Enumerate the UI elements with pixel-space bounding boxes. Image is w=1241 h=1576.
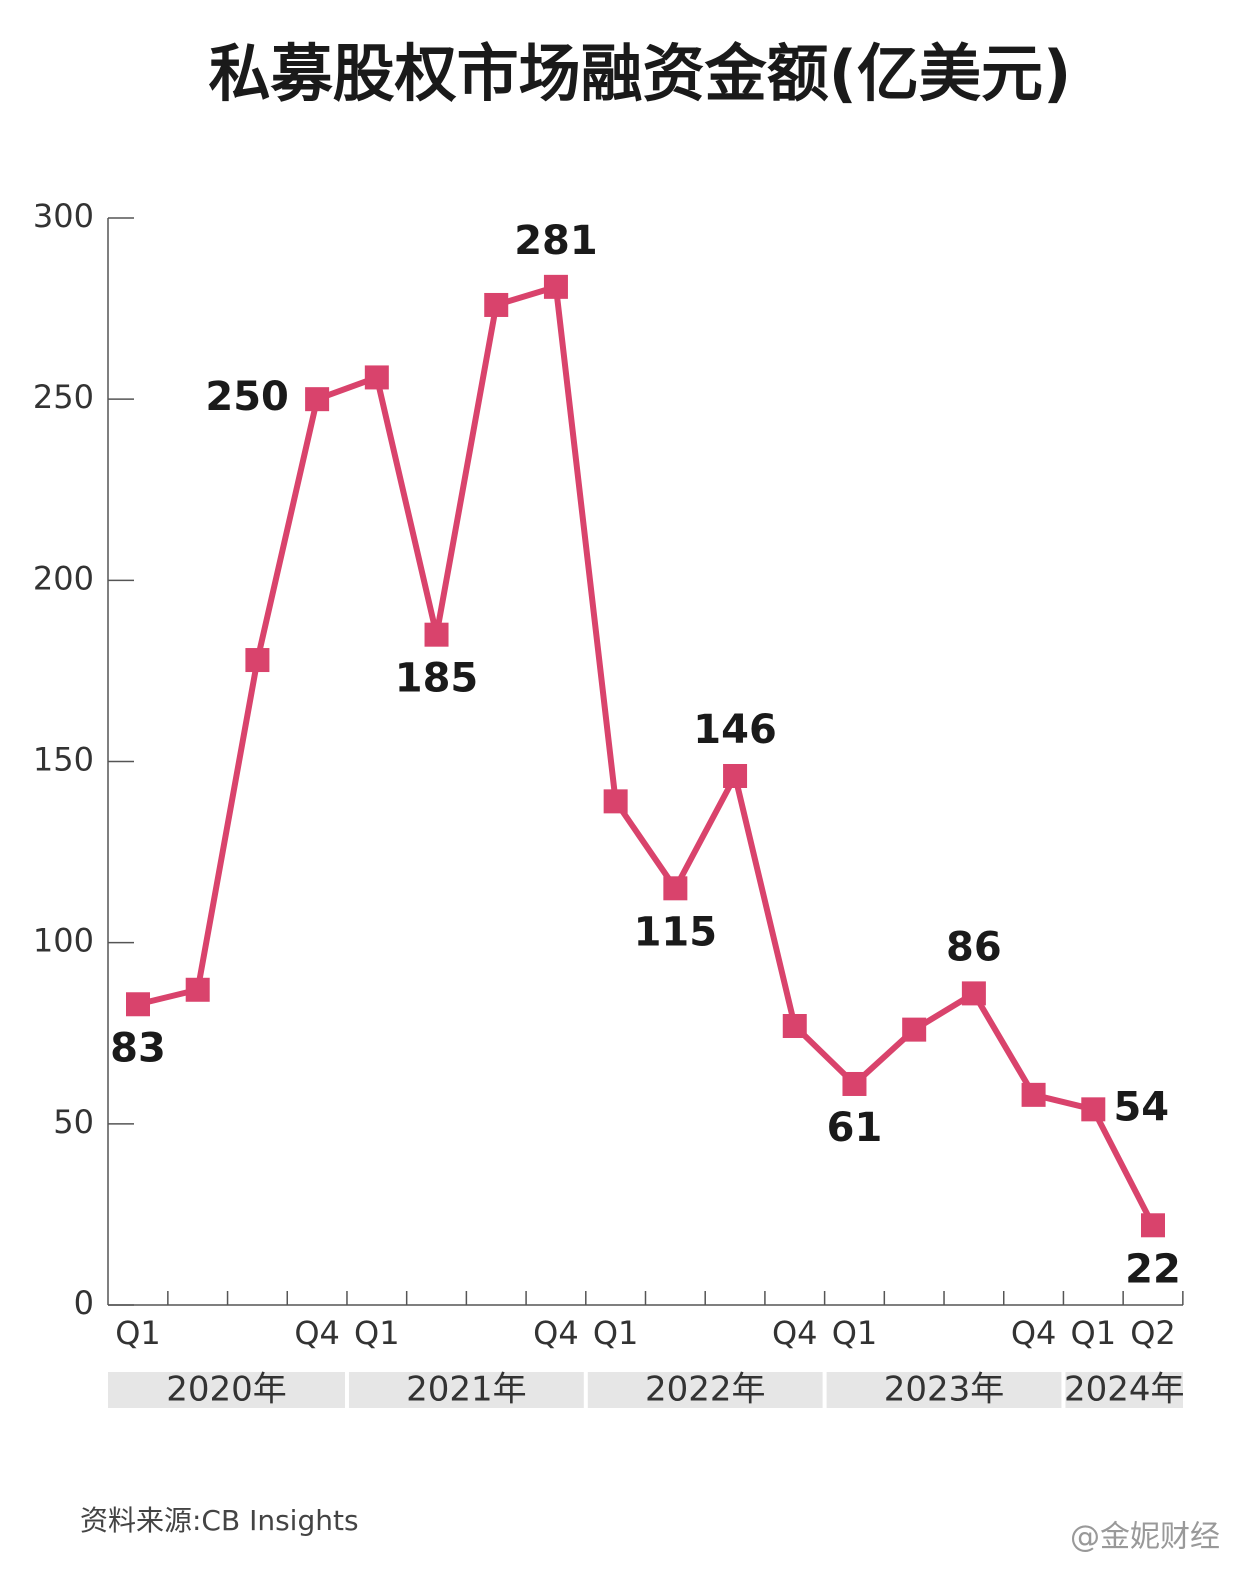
data-point xyxy=(782,1014,807,1039)
x-tick-label: Q1 xyxy=(593,1314,639,1352)
x-tick-label: Q4 xyxy=(1011,1314,1057,1352)
data-label: 185 xyxy=(395,656,479,702)
y-tick-label: 250 xyxy=(33,378,94,416)
y-tick-label: 0 xyxy=(74,1284,94,1322)
data-label: 54 xyxy=(1113,1084,1169,1130)
year-band xyxy=(1065,1372,1183,1408)
data-point xyxy=(1081,1097,1106,1122)
data-point xyxy=(364,365,389,390)
data-label: 86 xyxy=(946,924,1002,970)
y-tick-label: 300 xyxy=(33,197,94,235)
y-tick-label: 200 xyxy=(33,559,94,597)
x-tick-label: Q4 xyxy=(533,1314,579,1352)
year-label: 2024年 xyxy=(1064,1370,1185,1410)
year-band xyxy=(587,1372,823,1408)
x-tick-label: Q4 xyxy=(772,1314,818,1352)
data-point xyxy=(245,648,270,673)
data-point xyxy=(603,789,628,814)
x-tick-label: Q1 xyxy=(832,1314,878,1352)
data-point xyxy=(723,763,748,788)
year-band xyxy=(826,1372,1062,1408)
data-point xyxy=(185,977,210,1002)
data-point xyxy=(484,292,509,317)
data-point xyxy=(543,274,568,299)
data-label: 61 xyxy=(827,1105,883,1151)
data-point xyxy=(126,992,150,1017)
year-label: 2021年 xyxy=(406,1370,527,1410)
data-point xyxy=(424,622,449,647)
y-tick-label: 150 xyxy=(33,741,94,779)
data-point xyxy=(1021,1082,1046,1107)
data-label: 83 xyxy=(110,1025,166,1071)
x-tick-label: Q1 xyxy=(1071,1314,1117,1352)
x-tick-label: Q1 xyxy=(354,1314,400,1352)
source-note: 资料来源:CB Insights xyxy=(80,1504,359,1537)
watermark: @金妮财经 xyxy=(1070,1520,1220,1555)
data-point xyxy=(842,1071,867,1096)
x-tick-label: Q1 xyxy=(115,1314,161,1352)
data-label: 250 xyxy=(205,374,289,420)
data-label: 22 xyxy=(1125,1246,1181,1292)
data-point xyxy=(961,981,986,1006)
year-label: 2023年 xyxy=(884,1370,1005,1410)
data-line xyxy=(137,283,1156,1227)
y-tick-label: 100 xyxy=(33,922,94,960)
data-point xyxy=(663,876,688,901)
data-label: 146 xyxy=(693,707,777,753)
chart-title: 私募股权市场融资金额(亿美元) xyxy=(209,37,1072,110)
y-tick-label: 50 xyxy=(53,1103,94,1141)
data-label: 115 xyxy=(634,909,718,955)
year-label: 2020年 xyxy=(166,1370,287,1410)
x-tick-label: Q4 xyxy=(294,1314,340,1352)
year-band xyxy=(348,1372,584,1408)
year-band xyxy=(108,1372,345,1408)
data-point xyxy=(305,387,330,412)
data-point xyxy=(1141,1213,1165,1238)
year-label: 2022年 xyxy=(645,1370,766,1410)
data-label: 281 xyxy=(514,218,598,264)
data-point xyxy=(902,1017,927,1042)
x-tick-label: Q2 xyxy=(1130,1314,1176,1352)
